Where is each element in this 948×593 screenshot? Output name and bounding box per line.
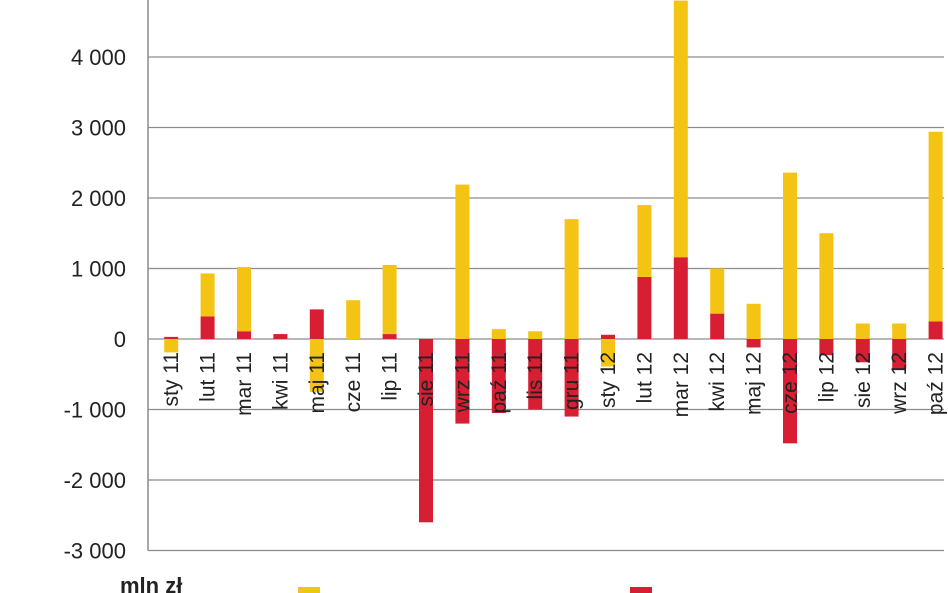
x-tick-label: cze 11 (342, 352, 365, 412)
x-tick-label: gru 11 (561, 352, 584, 410)
bars (164, 0, 943, 523)
x-tick-label: lip 12 (815, 352, 838, 402)
bar-series-2 (346, 300, 361, 339)
bar-series-2 (928, 131, 943, 322)
bar-series-2 (892, 323, 907, 339)
bar-series-2 (237, 267, 251, 332)
x-axis-tick-labels: sty 11 lut 11 mar 11 kwi 11 maj 11 cze 11 lip … (160, 352, 947, 417)
x-tick-label: sty 12 (597, 352, 620, 408)
bar-series-2 (164, 339, 179, 353)
y-axis-tick-labels: 4 000 3 000 2 000 1 000 0 -1 000 -2 000 -3 000 (64, 45, 126, 564)
x-tick-label: sie 12 (852, 352, 875, 408)
bar-series-1 (746, 339, 761, 348)
bar-series-2 (637, 205, 652, 277)
bar-series-2 (455, 184, 470, 339)
bar-series-2 (855, 323, 870, 339)
bar-series-1 (200, 316, 215, 339)
x-tick-label: lut 11 (197, 352, 220, 402)
bar-series-2 (528, 331, 543, 339)
x-tick-label: mar 11 (233, 352, 256, 416)
x-tick-label: lip 11 (379, 352, 402, 401)
x-tick-label: lis 11 (524, 352, 547, 399)
bar-series-1 (673, 257, 688, 339)
bar-series-2 (710, 268, 725, 314)
legend-swatch-2 (630, 587, 652, 593)
x-tick-label: maj 11 (306, 352, 329, 413)
bar-series-2 (746, 303, 761, 339)
y-tick-label: 1 000 (71, 257, 126, 282)
bar-series-1 (710, 313, 725, 339)
x-tick-label: paź 11 (488, 352, 511, 414)
bar-series-1 (564, 339, 579, 417)
bar-series-2 (601, 339, 615, 367)
y-tick-label: 3 000 (71, 116, 126, 141)
x-tick-label: kwi 11 (269, 352, 292, 410)
bar-series-1 (601, 334, 615, 339)
bar-series-2 (819, 233, 834, 339)
y-tick-label: 0 (114, 327, 126, 352)
x-tick-label: mar 12 (670, 352, 693, 417)
x-tick-label: wrz 12 (888, 352, 911, 415)
x-tick-label: kwi 12 (706, 352, 729, 412)
bar-series-1 (528, 339, 543, 410)
bar-series-1 (455, 339, 470, 424)
legend (298, 587, 652, 593)
x-tick-label: maj 12 (743, 352, 766, 415)
bar-series-1 (491, 339, 506, 414)
unit-label: mln zł (120, 573, 182, 593)
bar-series-1 (164, 336, 179, 339)
bar-series-1 (928, 321, 943, 339)
y-tick-label: -3 000 (64, 539, 126, 564)
bar-series-2 (200, 273, 215, 317)
bar-series-2 (673, 0, 688, 258)
x-tick-label: sty 11 (160, 352, 183, 406)
bar-series-2 (491, 329, 506, 339)
bar-series-2 (564, 219, 579, 339)
x-tick-label: sie 11 (415, 352, 438, 406)
bar-series-1 (783, 339, 797, 444)
x-tick-label: wrz 11 (451, 352, 474, 413)
y-tick-label: -2 000 (64, 468, 126, 493)
legend-swatch-1 (298, 587, 320, 593)
x-tick-label: cze 12 (779, 352, 802, 414)
y-tick-label: 4 000 (71, 45, 126, 70)
x-tick-label: paź 12 (925, 352, 948, 415)
bar-series-2 (783, 172, 797, 339)
bar-series-1 (637, 276, 652, 339)
bar-series-1 (892, 339, 907, 369)
y-tick-label: -1 000 (64, 398, 126, 423)
bar-series-1 (382, 334, 397, 339)
bar-series-1 (309, 309, 324, 339)
bar-series-1 (237, 331, 251, 339)
bar-series-2 (309, 339, 324, 392)
bar-series-2 (382, 264, 397, 335)
y-tick-label: 2 000 (71, 186, 126, 211)
bar-series-1 (819, 339, 834, 356)
bar-series-1 (855, 339, 870, 363)
bar-series-1 (419, 339, 433, 523)
x-tick-label: lut 12 (633, 352, 656, 403)
bar-series-1 (273, 334, 288, 339)
